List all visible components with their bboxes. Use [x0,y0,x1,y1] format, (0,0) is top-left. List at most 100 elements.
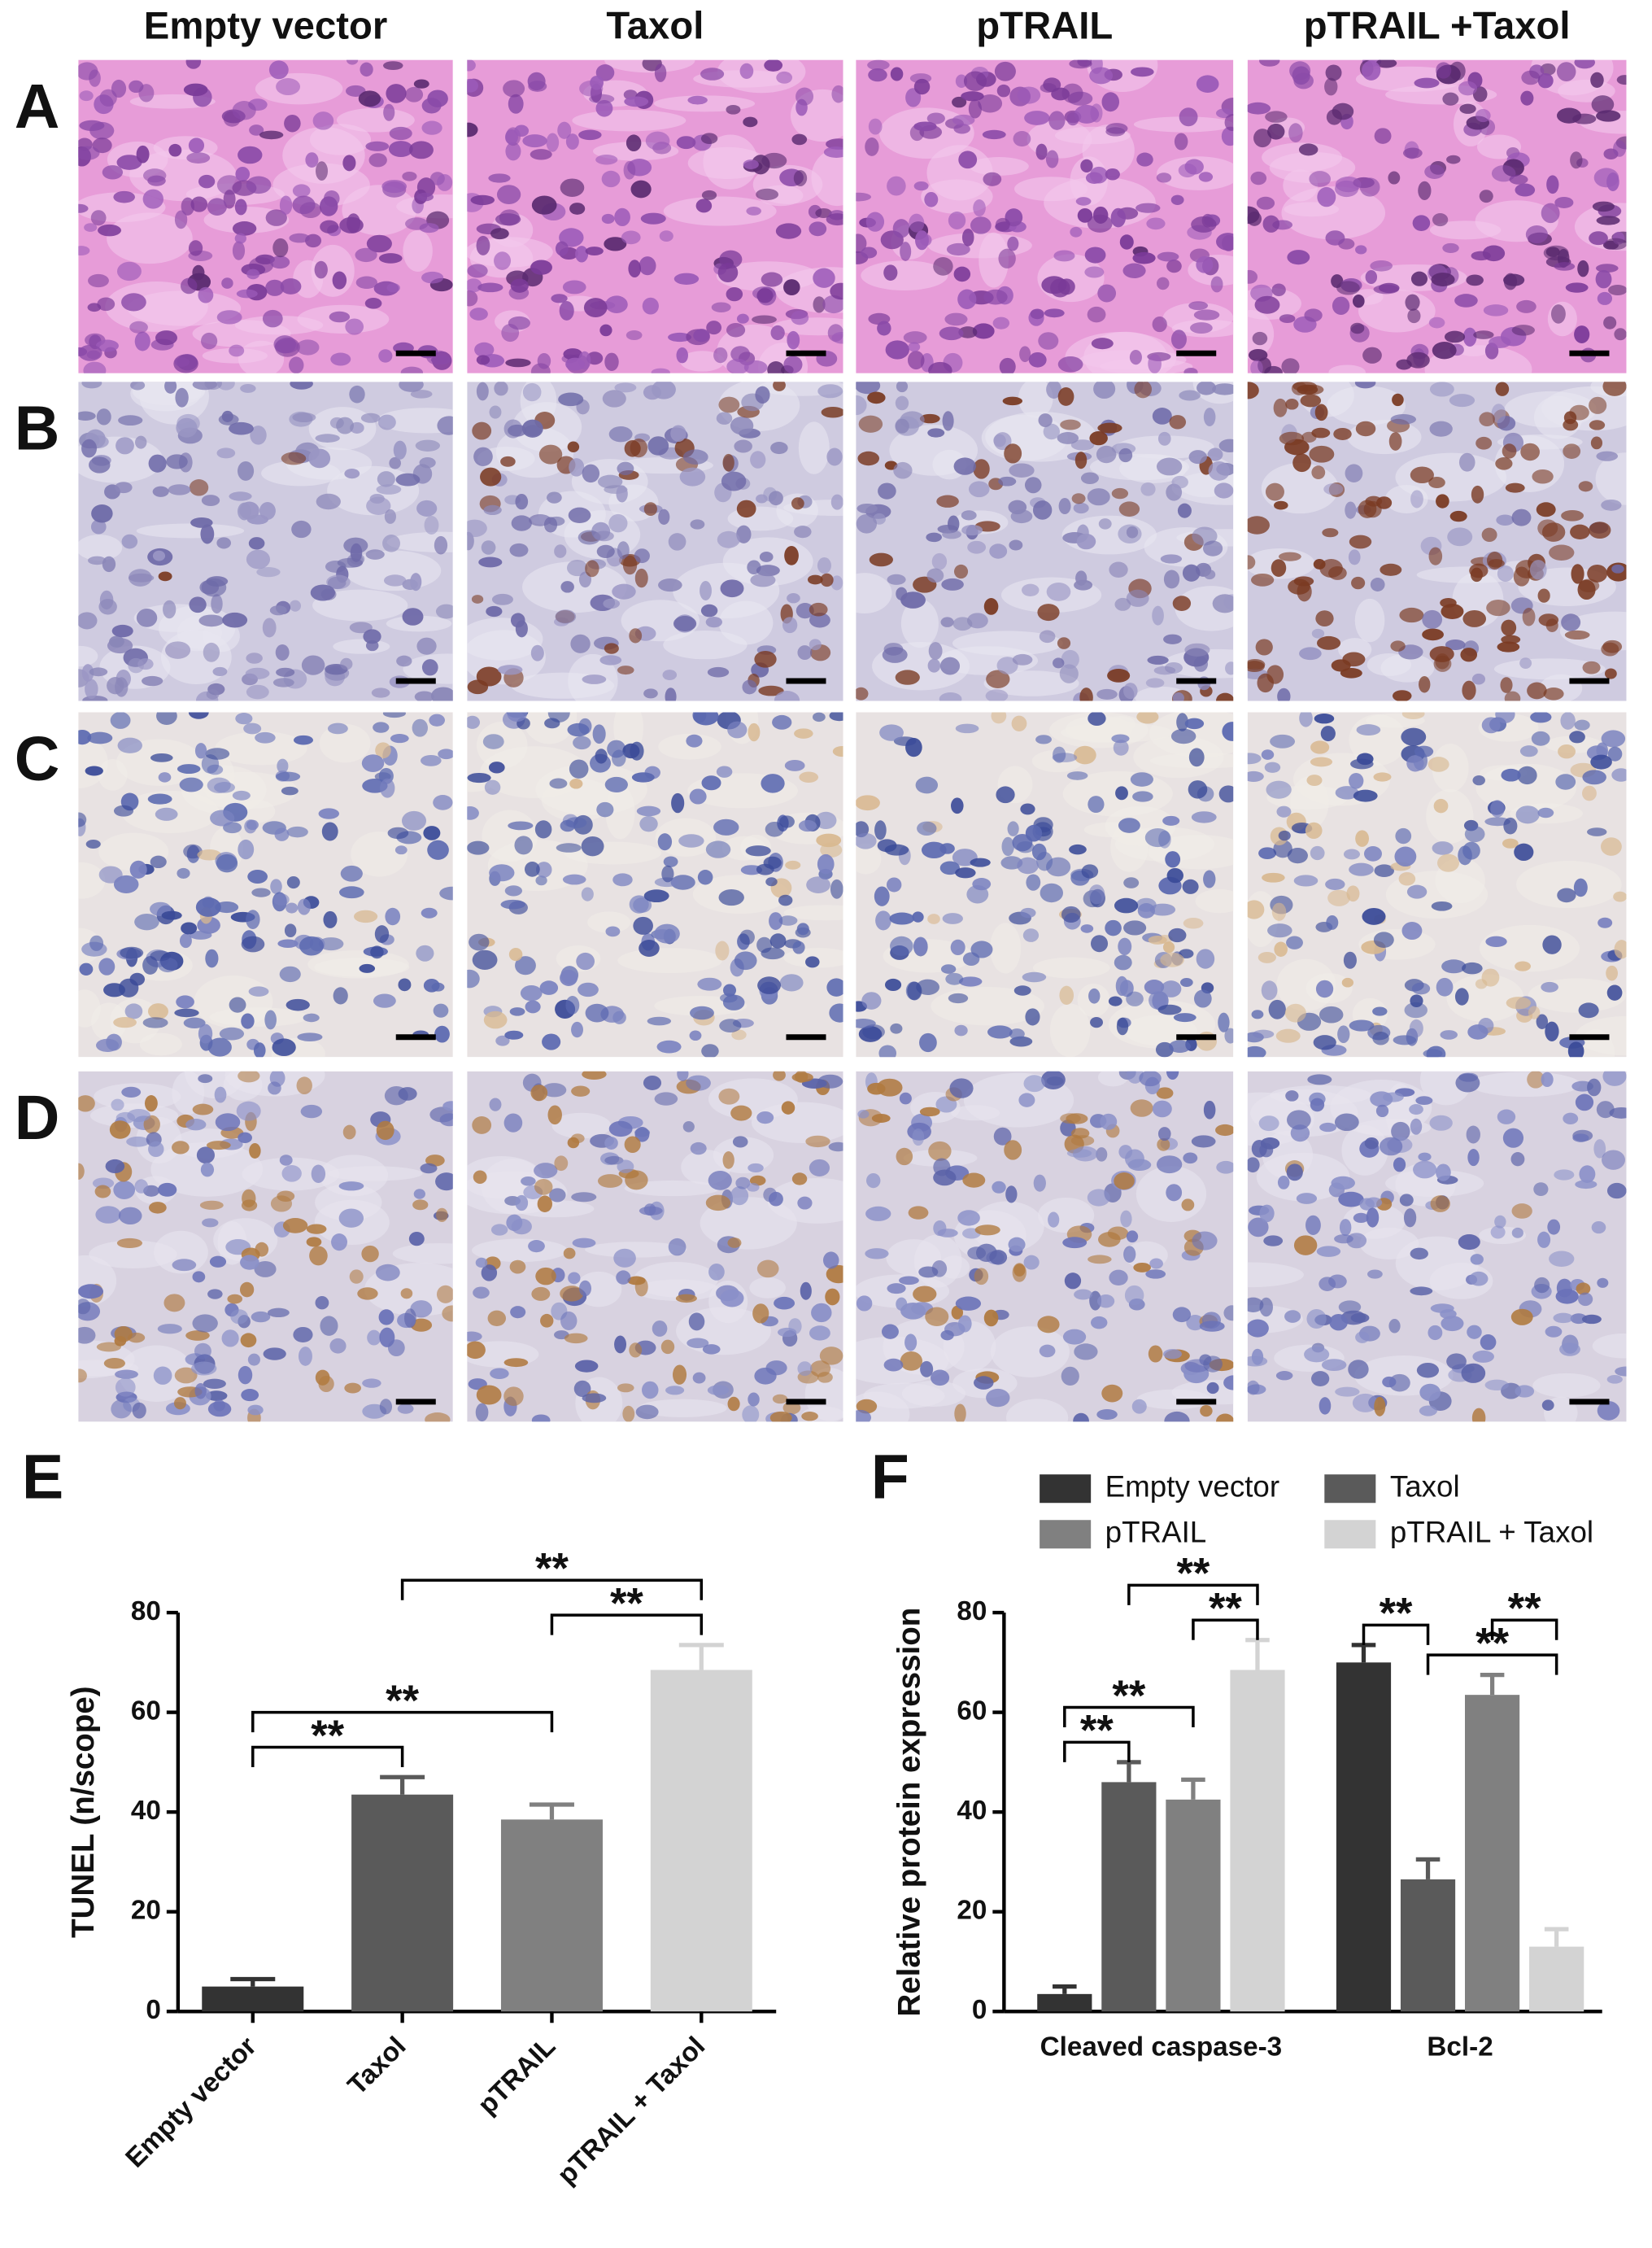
cell-nucleus [267,1307,290,1318]
cell-nucleus [727,721,748,739]
cell-nucleus [1511,1203,1532,1219]
cell-nucleus [309,1246,328,1266]
cell-nucleus [713,818,739,836]
cell-nucleus [1348,549,1361,565]
cell-nucleus [1511,509,1532,526]
cell-nucleus [1080,472,1099,485]
cell-nucleus [1208,461,1230,481]
cell-nucleus [1541,203,1560,224]
cell-nucleus [490,1368,509,1380]
cell-nucleus [1319,1006,1344,1024]
cell-nucleus [779,815,795,828]
cell-nucleus [395,473,421,487]
cell-nucleus [78,246,90,256]
cell-nucleus [1074,104,1100,124]
cell-nucleus [1483,304,1509,316]
cell-nucleus [1410,271,1428,286]
cell-nucleus [983,598,999,615]
cell-nucleus [508,424,527,437]
cell-nucleus [281,786,299,796]
cell-nucleus [1426,1045,1446,1058]
cell-nucleus [1118,818,1140,833]
x-tick-label: pTRAIL + Taxol [551,2032,711,2191]
cell-nucleus [900,591,926,609]
cell-nucleus [992,1181,1006,1194]
cell-nucleus [629,1342,643,1358]
cell-nucleus [482,734,504,749]
cell-nucleus [1490,800,1505,818]
cell-nucleus [90,210,107,226]
tissue-haze [377,408,453,434]
cell-nucleus [1126,1230,1139,1243]
cell-nucleus [498,665,523,675]
cell-nucleus [1255,639,1273,656]
cell-nucleus [639,256,656,276]
cell-nucleus [743,159,759,169]
cell-nucleus [772,714,792,730]
cell-nucleus [566,559,588,577]
cell-nucleus [1177,503,1192,518]
cell-nucleus [476,355,490,365]
cell-nucleus [1017,86,1041,104]
cell-nucleus [778,915,798,926]
cell-nucleus [1325,64,1342,81]
cell-nucleus [89,935,104,951]
micrograph [467,382,843,701]
cell-nucleus [116,261,142,282]
cell-nucleus [1084,247,1106,264]
cell-nucleus [364,298,382,309]
cell-nucleus [973,199,986,217]
cell-nucleus [387,1339,405,1357]
cell-nucleus [1428,477,1445,489]
cell-nucleus [1370,1091,1393,1107]
cell-nucleus [936,495,959,508]
cell-nucleus [1248,1217,1269,1237]
cell-nucleus [907,351,925,370]
cell-nucleus [421,98,442,114]
cell-nucleus [439,1113,453,1127]
cell-nucleus [292,195,316,215]
cell-nucleus [1172,1307,1192,1323]
cell-nucleus [1602,1071,1627,1086]
cell-nucleus [1181,1198,1195,1211]
cell-nucleus [216,853,238,873]
cell-nucleus [473,1170,487,1184]
cell-nucleus [336,417,354,434]
cell-nucleus [612,749,626,767]
cell-nucleus [974,1224,1000,1236]
cell-nucleus [534,1178,553,1195]
cell-nucleus [1289,61,1311,81]
cell-nucleus [616,1270,631,1285]
cell-nucleus [642,297,659,315]
cell-nucleus [1275,1028,1301,1043]
cell-nucleus [1073,502,1089,514]
cell-nucleus [289,233,311,243]
cell-nucleus [605,926,621,937]
cell-nucleus [1413,1160,1437,1179]
cell-nucleus [781,1101,795,1115]
cell-nucleus [708,1171,732,1190]
cell-nucleus [95,1206,121,1224]
cell-nucleus [1291,382,1308,395]
tissue-haze [663,196,777,226]
cell-nucleus [1196,75,1219,93]
cell-nucleus [955,723,979,734]
cell-nucleus [1517,766,1537,785]
cell-nucleus [289,356,304,373]
cell-nucleus [1247,770,1264,782]
cell-nucleus [1118,447,1133,463]
cell-nucleus [695,199,713,213]
cell-nucleus [1422,609,1443,630]
cell-nucleus [1085,172,1103,184]
cell-nucleus [912,1128,925,1146]
cell-nucleus [1247,516,1270,535]
cell-nucleus [467,772,491,784]
cell-nucleus [862,1024,885,1040]
cell-nucleus [320,1316,338,1336]
cell-nucleus [1160,952,1184,967]
cell-nucleus [857,1110,870,1119]
cell-nucleus [227,1294,242,1304]
cell-nucleus [740,865,763,875]
cell-nucleus [535,862,552,878]
cell-nucleus [437,416,453,435]
